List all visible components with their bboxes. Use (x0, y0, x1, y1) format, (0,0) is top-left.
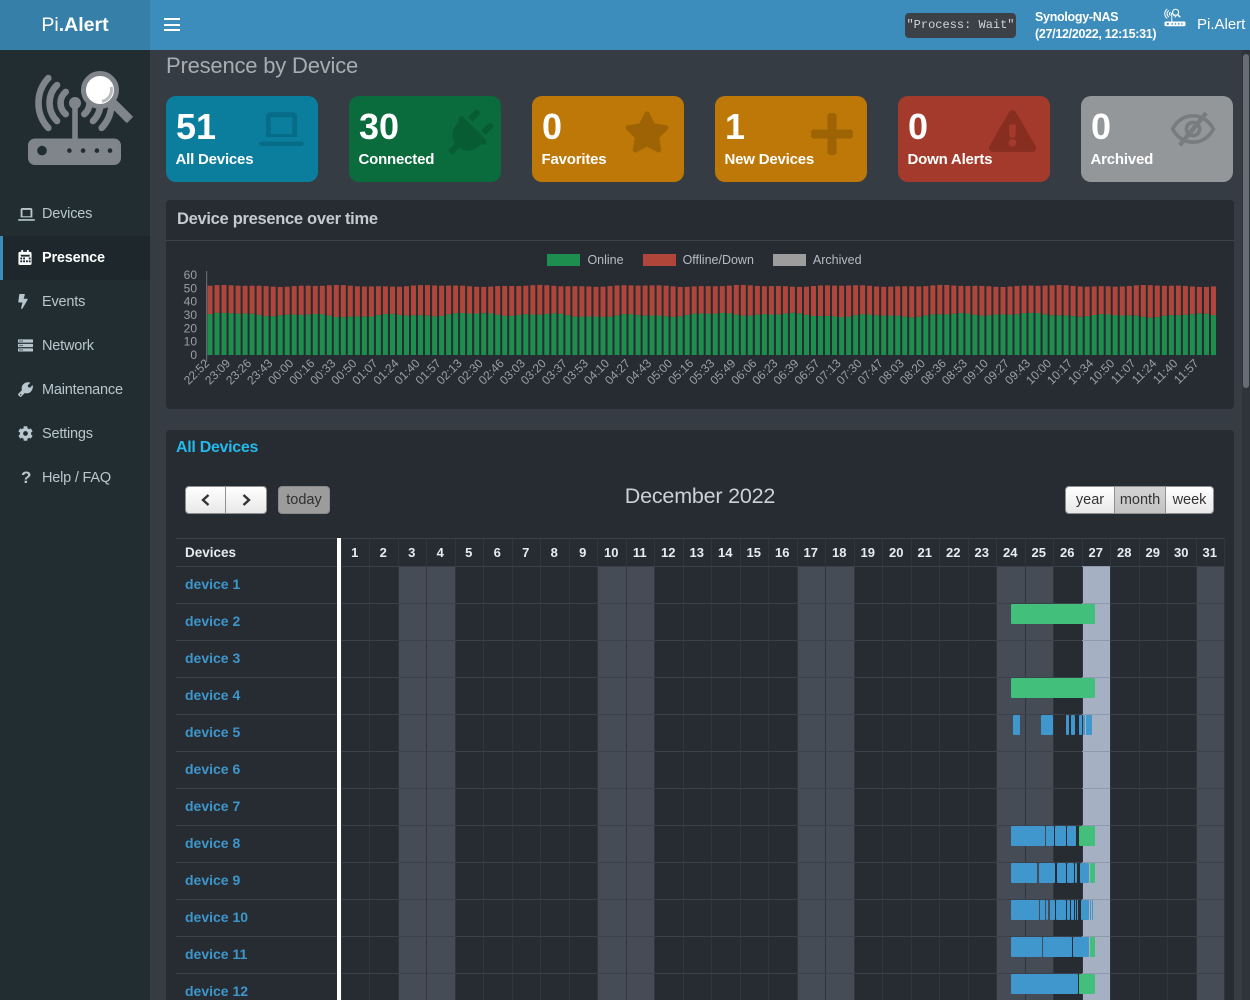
svg-text:50: 50 (184, 281, 198, 295)
svg-text:11:57: 11:57 (1171, 356, 1202, 387)
svg-text:30: 30 (184, 308, 198, 322)
svg-text:60: 60 (184, 268, 198, 282)
svg-text:20: 20 (184, 321, 198, 335)
svg-text:0: 0 (190, 348, 197, 362)
svg-text:40: 40 (184, 295, 198, 309)
svg-text:10: 10 (184, 335, 198, 349)
